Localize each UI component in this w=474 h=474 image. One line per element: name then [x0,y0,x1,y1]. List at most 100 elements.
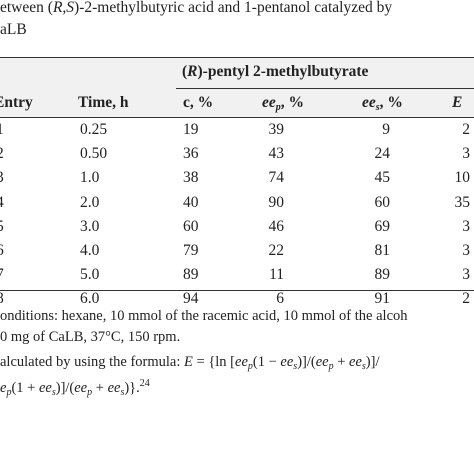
table-cell: 2 [462,290,470,308]
table-cell: 5 [0,217,4,237]
text-run: ee [349,354,362,370]
text-run: etween ( [0,0,53,16]
text-run: p [87,387,93,398]
title-line: aLB [0,20,27,40]
table-cell: 39 [268,121,285,138]
table-cell: 3 [462,266,470,284]
text-run: c, % [183,94,214,111]
table-cell: 43 [268,145,285,163]
text-run: ee [362,94,376,111]
table-cell: 69 [374,217,391,235]
table-cell: 0.25 [80,121,108,138]
text-run: ee [235,354,248,370]
table-cell: 7 [0,265,4,285]
text-run: aLB [0,21,27,38]
table-cell: 1 [0,120,4,140]
table-cell: 91 [374,290,391,308]
bottom-rule [0,290,474,291]
table-cell: 3 [462,242,470,259]
column-header: Entry [0,93,33,113]
table-cell: 9 [382,121,390,138]
table-cell: 6.0 [80,290,100,308]
text-run: alculated by using the formula: [0,354,185,370]
table-cell: 3.0 [80,217,100,235]
table-cell: 5.0 [80,266,100,284]
top-rule [0,57,474,58]
header-rule [0,117,474,118]
text-run: (1 + [11,380,39,396]
text-run: ee [38,380,52,396]
text-run: Time, h [78,94,129,111]
table-cell: 35 [454,193,471,211]
table-cell: 24 [374,145,391,163]
column-header: eep, % [262,93,304,118]
table-cell: 22 [268,242,285,259]
text-run: 0 mg of CaLB, 37°C, 150 rpm. [0,329,181,345]
table-cell: 36 [183,145,199,163]
table-cell: 2.0 [80,193,100,211]
column-header: E [452,93,462,113]
text-run: )-pentyl 2-methylbutyrate [197,63,369,80]
text-run: )}. [124,380,140,396]
table-cell: 4 [0,193,4,213]
text-run: , % [379,94,403,111]
text-run: p [275,102,281,113]
table-cell: 3 [0,168,4,188]
text-run: ee [74,380,88,396]
table-cell: 0.50 [80,145,108,163]
text-run: , % [280,94,305,111]
text-run: s [51,387,56,398]
table-cell: 6 [276,290,284,308]
table-cell: 45 [374,169,391,187]
text-run: )]/ [365,354,380,370]
table-cell: 2 [462,121,470,138]
text-run: )-2-methylbutyric acid and 1-pentanol ca… [74,0,393,16]
table-cell: 90 [268,193,285,211]
text-run: = {ln [ [192,354,236,370]
text-run: )]/( [297,354,316,370]
table-cell: 3 [462,217,470,235]
table-cell: 10 [454,169,471,187]
footnote-line: ep(1 + ees)]/(eep + ees)}.24 [0,374,150,403]
table-cell: 89 [183,266,199,284]
text-run: ee [315,354,329,370]
table-cell: 74 [268,169,285,187]
text-run: onditions: hexane, 10 mmol of the racemi… [0,308,408,324]
text-run: ee [107,380,121,396]
table-cell: 60 [183,217,199,235]
table-cell: 1.0 [80,169,100,187]
text-run: ee [280,354,294,370]
text-run: + [333,354,350,370]
table-cell: 4.0 [80,242,100,259]
text-run: E [184,354,193,370]
table-cell: 60 [374,193,391,211]
table-cell: 2 [0,144,4,164]
column-header: ees, % [362,93,403,118]
text-run: Entry [0,94,33,111]
column-header: c, % [183,93,213,113]
text-run: s [120,387,125,398]
column-header: Time, h [78,93,129,113]
text-run: 24 [139,378,150,389]
text-run: s [361,361,366,372]
footnote-line: onditions: hexane, 10 mmol of the racemi… [0,306,408,326]
text-run: E [452,94,463,111]
text-run: p [247,361,253,372]
text-run: p [6,387,12,398]
table-cell: 89 [374,266,391,284]
table-cell: 3 [462,145,470,163]
table-cell: 81 [374,242,391,259]
table-cell: 94 [183,290,199,308]
text-run: R,S [52,0,75,16]
table-cell: 19 [183,121,199,138]
header-shade [0,57,474,117]
table-cell: 46 [268,217,285,235]
footnote-line: 0 mg of CaLB, 37°C, 150 rpm. [0,327,180,347]
group-header: (R)-pentyl 2-methylbutyrate [182,62,368,82]
footnote-line: alculated by using the formula: E = {ln … [0,352,379,377]
text-run: + [92,380,108,396]
table-cell: 11 [269,266,284,284]
text-run: ee [262,94,276,111]
text-run: ( [182,63,188,80]
